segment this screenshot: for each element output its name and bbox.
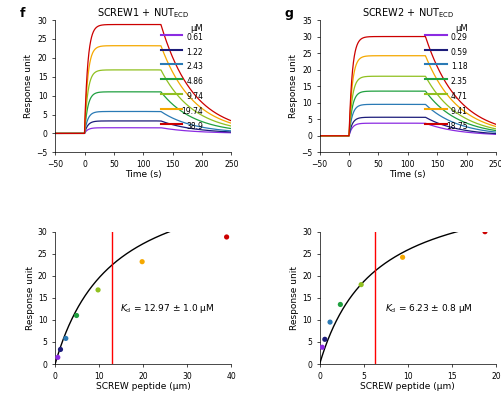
Text: 2.43: 2.43	[186, 62, 203, 72]
X-axis label: Time (s): Time (s)	[125, 170, 162, 179]
Text: 4.71: 4.71	[451, 92, 468, 101]
Text: $\it{K}_{\rm d}$ = 12.97 ± 1.0 μM: $\it{K}_{\rm d}$ = 12.97 ± 1.0 μM	[120, 302, 214, 315]
Y-axis label: Response unit: Response unit	[25, 54, 34, 118]
Y-axis label: Response unit: Response unit	[26, 266, 35, 330]
Text: 0.61: 0.61	[186, 32, 203, 42]
X-axis label: SCREW peptide (μm): SCREW peptide (μm)	[360, 382, 455, 391]
Text: 38.9: 38.9	[186, 122, 203, 131]
Point	[399, 254, 407, 260]
Point	[318, 344, 326, 350]
X-axis label: Time (s): Time (s)	[389, 170, 426, 179]
Text: 2.35: 2.35	[451, 78, 468, 86]
Text: 18.75: 18.75	[446, 122, 468, 131]
Text: 0.59: 0.59	[451, 48, 468, 56]
Point	[357, 282, 365, 288]
Title: SCREW2 + NUT$_{\rm ECD}$: SCREW2 + NUT$_{\rm ECD}$	[362, 6, 454, 20]
Y-axis label: Response unit: Response unit	[291, 266, 300, 330]
Text: 0.29: 0.29	[451, 32, 468, 42]
X-axis label: SCREW peptide (μm): SCREW peptide (μm)	[96, 382, 191, 391]
Text: μM: μM	[455, 24, 468, 33]
Text: 4.86: 4.86	[186, 78, 203, 86]
Point	[57, 346, 65, 353]
Text: 9.41: 9.41	[451, 107, 468, 116]
Y-axis label: Response unit: Response unit	[289, 54, 298, 118]
Point	[481, 228, 489, 235]
Point	[94, 287, 102, 293]
Text: $\it{K}_{\rm d}$ = 6.23 ± 0.8 μM: $\it{K}_{\rm d}$ = 6.23 ± 0.8 μM	[385, 302, 472, 315]
Point	[138, 258, 146, 265]
Point	[336, 301, 344, 308]
Point	[326, 319, 334, 325]
Point	[321, 336, 329, 342]
Text: f: f	[20, 7, 26, 20]
Text: 19.74: 19.74	[181, 107, 203, 116]
Point	[62, 335, 70, 342]
Point	[73, 312, 81, 319]
Text: g: g	[285, 7, 293, 20]
Title: SCREW1 + NUT$_{\rm ECD}$: SCREW1 + NUT$_{\rm ECD}$	[97, 6, 189, 20]
Text: 1.18: 1.18	[451, 62, 468, 72]
Point	[222, 234, 230, 240]
Text: 1.22: 1.22	[186, 48, 203, 56]
Text: μM: μM	[190, 24, 203, 33]
Point	[54, 354, 62, 360]
Text: 9.74: 9.74	[186, 92, 203, 101]
